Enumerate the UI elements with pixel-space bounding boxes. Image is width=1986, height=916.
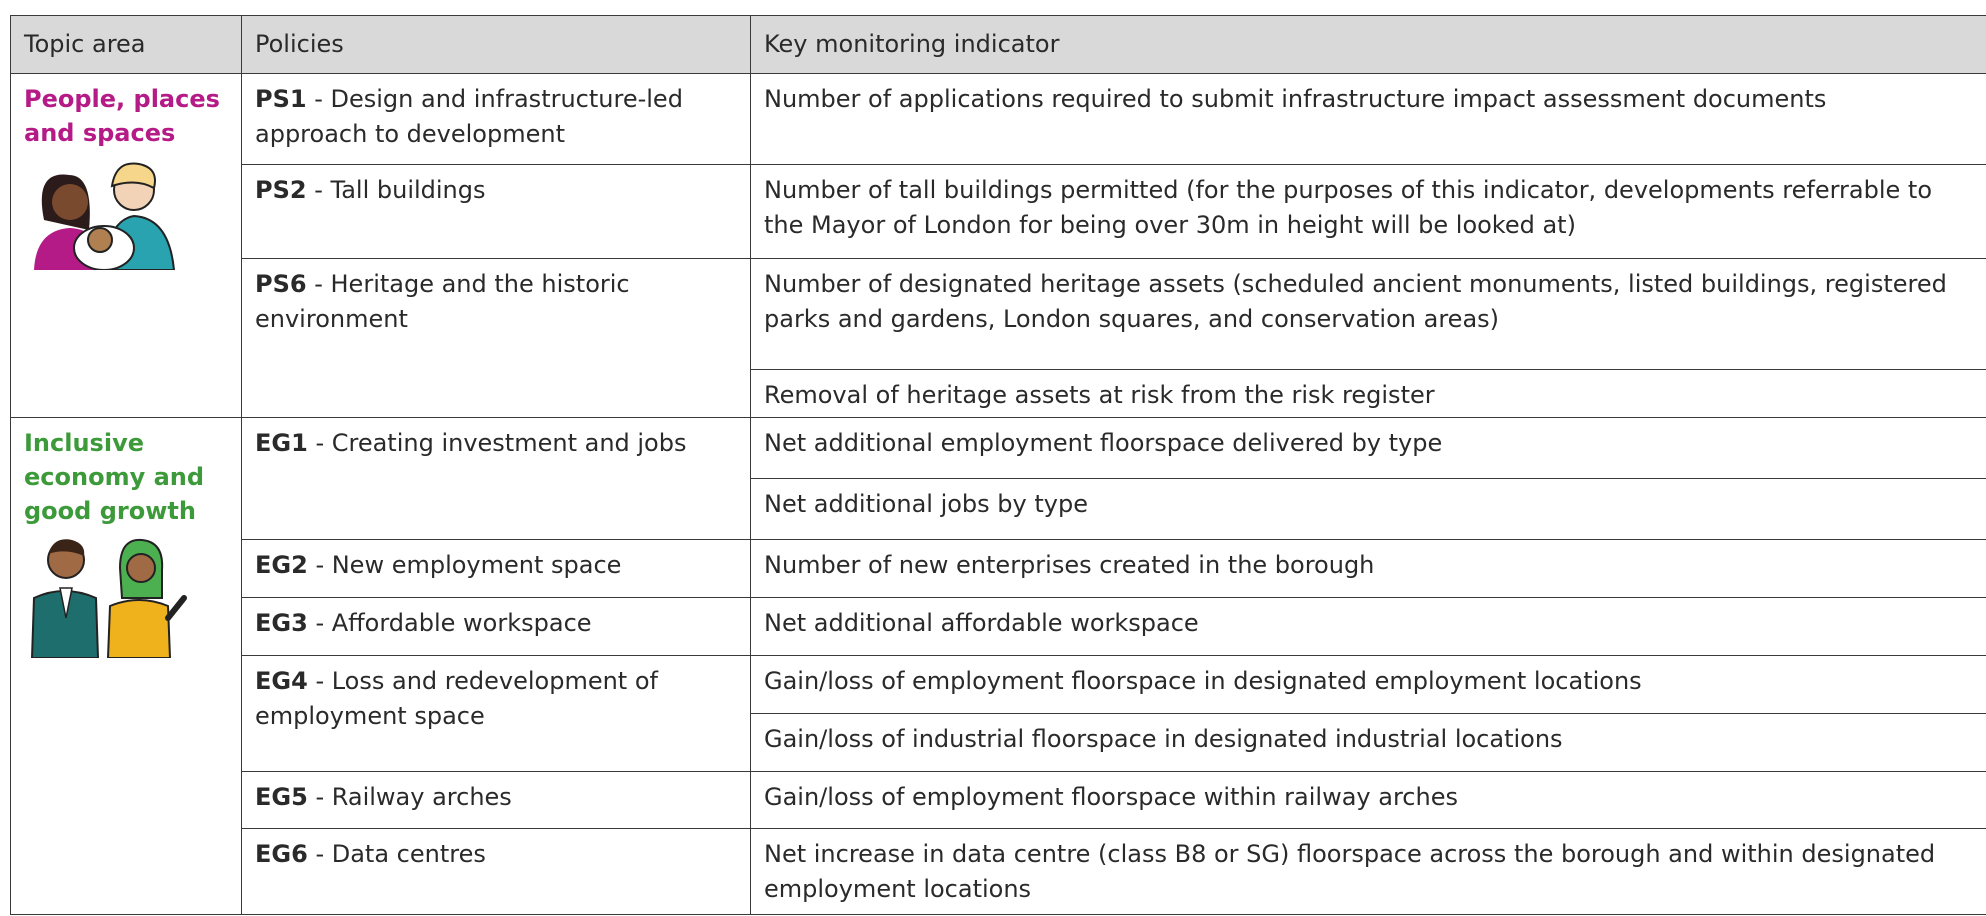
header-cell: Topic area	[10, 15, 242, 74]
indicator-cell: Number of tall buildings permitted (for …	[750, 164, 1986, 259]
table-row: EG6 - Data centres Net increase in data c…	[11, 828, 1986, 915]
table-row: People, places and spaces PS1 - Design a…	[10, 73, 1986, 418]
policy-cell: EG2 - New employment space	[241, 539, 751, 598]
policy-cell: PS1 - Design and infrastructure-led appr…	[241, 73, 751, 165]
table-row: Gain/loss of industrial floorspace in de…	[11, 713, 1986, 772]
policy-name: - Heritage and the historic environment	[255, 270, 630, 333]
table-row: EG5 - Railway arches Gain/loss of employm…	[11, 771, 1986, 829]
policy-cell: EG1 - Creating investment and jobs	[241, 417, 751, 540]
table-row: EG2 - New employment space Number of new …	[11, 539, 1986, 598]
topic-cell: Inclusive economy and good growth	[10, 417, 242, 915]
policy-cell: EG3 - Affordable workspace	[241, 597, 751, 656]
table-container: Topic area Policies Key monitoring indic…	[10, 15, 1986, 915]
policy-code: EG6	[255, 840, 308, 868]
policy-name: - Loss and redevelopment of employment s…	[255, 667, 658, 730]
monitoring-table: Topic area Policies Key monitoring indic…	[10, 15, 1986, 915]
policy-cell: EG5 - Railway arches	[241, 771, 751, 829]
policy-code: EG3	[255, 609, 308, 637]
illustration-family	[34, 162, 176, 271]
policy-name: - Data centres	[315, 840, 486, 868]
policy-cell: EG6 - Data centres	[241, 828, 751, 915]
table-row: Removal of heritage assets at risk from …	[11, 369, 1986, 418]
policy-code: EG1	[255, 429, 308, 457]
policy-code: EG5	[255, 783, 308, 811]
policy-name: - Railway arches	[315, 783, 512, 811]
policy-name: - New employment space	[315, 551, 622, 579]
table-row: EG3 - Affordable workspace Net additional…	[11, 597, 1986, 656]
indicator-cell: Net additional jobs by type	[750, 478, 1986, 540]
indicator-cell: Gain/loss of employment floorspace withi…	[750, 771, 1986, 829]
indicator-cell: Net additional employment floorspace del…	[750, 417, 1986, 479]
topic-title: People, places and spaces	[24, 85, 220, 147]
header-row: Topic area Policies Key monitoring indic…	[10, 15, 1986, 74]
policy-code: EG4	[255, 667, 308, 695]
header-cell: Key monitoring indicator	[750, 15, 1986, 74]
policy-name: - Design and infrastructure-led approach…	[255, 85, 683, 148]
policy-cell: EG4 - Loss and redevelopment of employme…	[241, 655, 751, 772]
policy-code: PS1	[255, 85, 307, 113]
indicator-cell: Number of designated heritage assets (sc…	[750, 258, 1986, 370]
policy-name: - Affordable workspace	[315, 609, 592, 637]
policy-code: PS6	[255, 270, 307, 298]
policy-cell: PS6 - Heritage and the historic environm…	[241, 258, 751, 418]
table-row: Inclusive economy and good growth EG1 - …	[10, 417, 1986, 915]
topic-cell: People, places and spaces	[10, 73, 242, 418]
table-row: EG4 - Loss and redevelopment of employme…	[11, 655, 1986, 772]
indicator-cell: Gain/loss of employment floorspace in de…	[750, 655, 1986, 714]
policy-code: EG2	[255, 551, 308, 579]
table-row: PS6 - Heritage and the historic environm…	[11, 258, 1986, 418]
indicator-cell: Removal of heritage assets at risk from …	[750, 369, 1986, 418]
indicator-cell: Gain/loss of industrial floorspace in de…	[750, 713, 1986, 772]
header-cell: Policies	[241, 15, 751, 74]
topic-title: Inclusive economy and good growth	[24, 429, 205, 525]
indicator-cell: Net additional affordable workspace	[750, 597, 1986, 656]
policy-name: - Tall buildings	[314, 176, 486, 204]
indicator-cell: Net increase in data centre (class B8 or…	[750, 828, 1986, 915]
policy-code: PS2	[255, 176, 307, 204]
illustration-workers	[30, 538, 187, 659]
indicator-cell: Number of new enterprises created in the…	[750, 539, 1986, 598]
table-row: PS2 - Tall buildings Number of tall build…	[11, 164, 1986, 259]
policy-cell: PS2 - Tall buildings	[241, 164, 751, 259]
policy-name: - Creating investment and jobs	[315, 429, 687, 457]
indicator-cell: Number of applications required to submi…	[750, 73, 1986, 165]
